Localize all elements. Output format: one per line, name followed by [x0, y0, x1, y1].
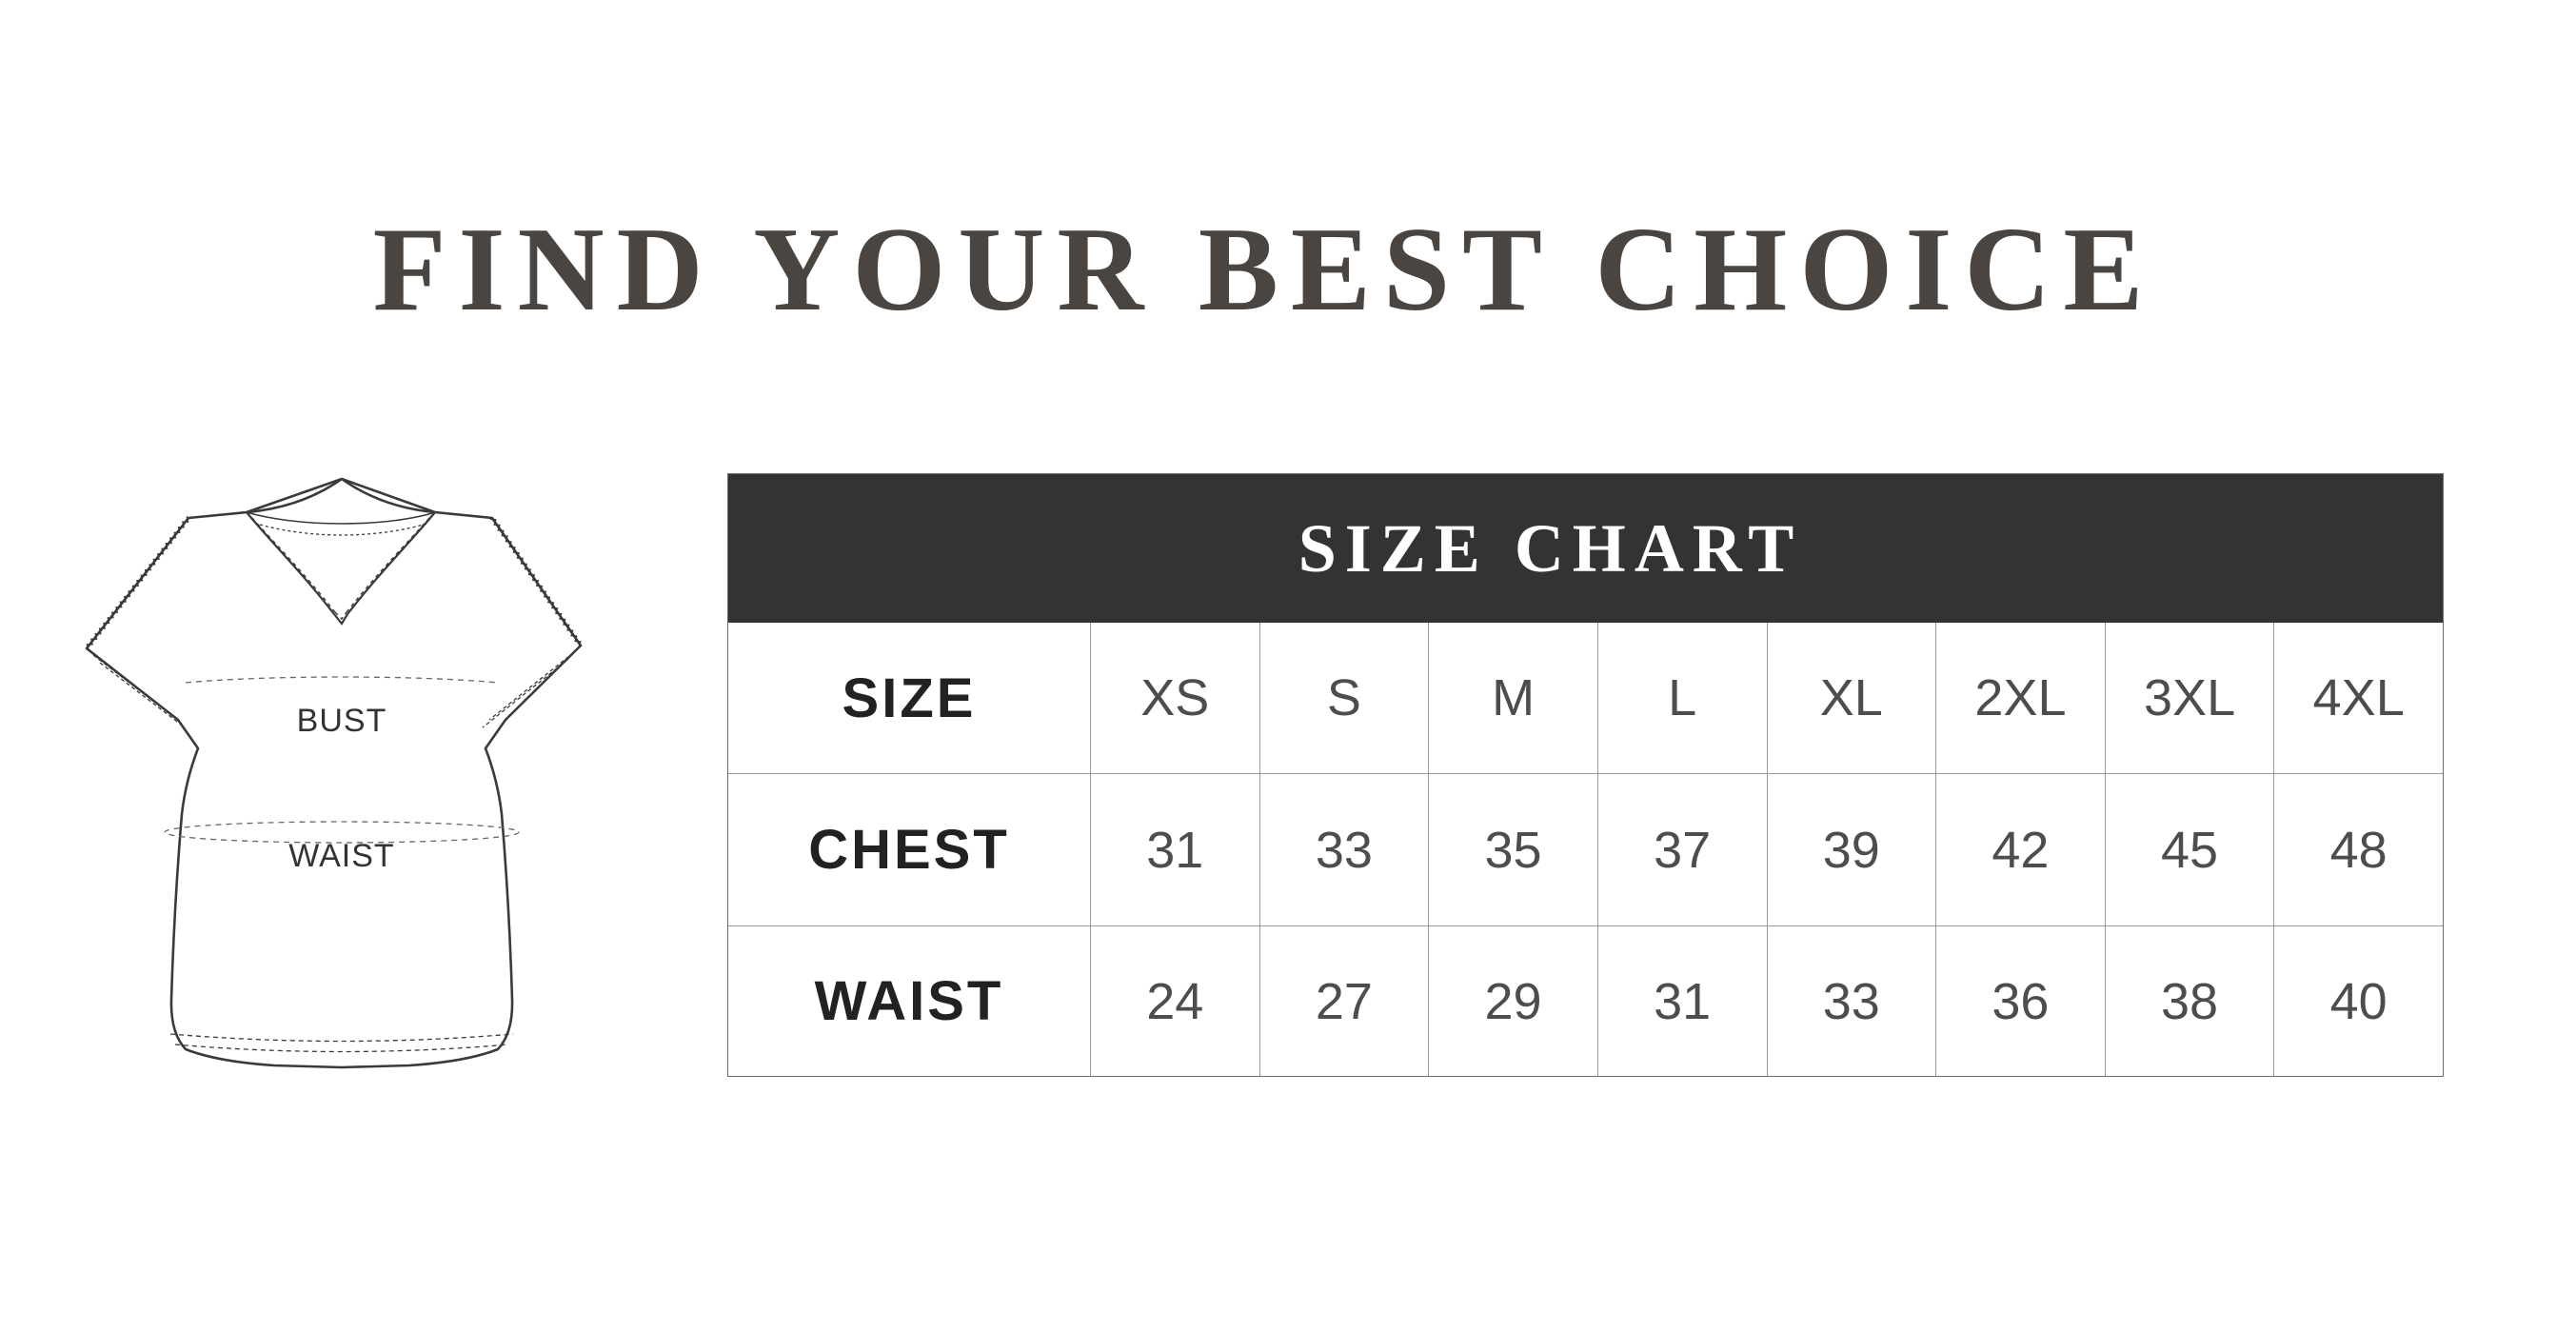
svg-text:BUST: BUST [297, 703, 387, 739]
svg-text:WAIST: WAIST [288, 838, 394, 874]
